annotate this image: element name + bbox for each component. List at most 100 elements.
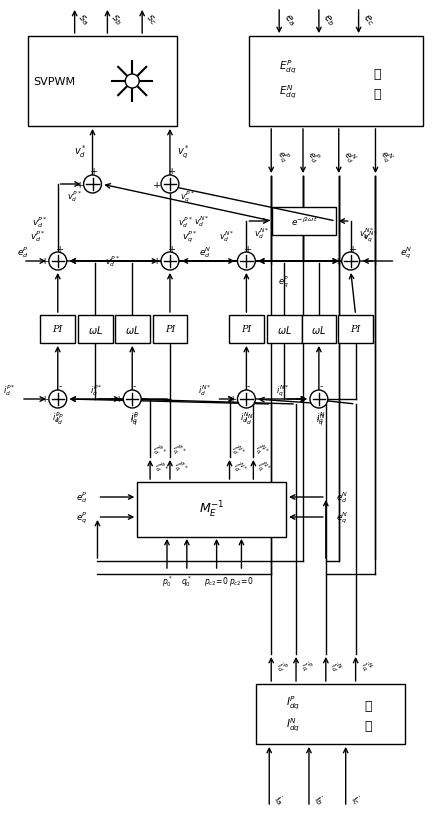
Text: $i_q^{P*}$: $i_q^{P*}$ (90, 382, 102, 398)
Text: $i_d^{P*}$: $i_d^{P*}$ (149, 441, 168, 459)
Text: +: + (348, 244, 357, 253)
Text: +: + (56, 244, 64, 253)
Text: +: + (41, 257, 49, 266)
Text: $s_a$: $s_a$ (75, 11, 92, 28)
Text: -: - (232, 257, 235, 266)
Circle shape (125, 75, 139, 89)
Bar (137, 482, 286, 536)
Text: $e_d^N$: $e_d^N$ (340, 147, 359, 166)
Text: $i_q^{P*}$: $i_q^{P*}$ (168, 441, 187, 460)
Text: PI: PI (351, 325, 361, 334)
Text: -: - (133, 382, 136, 391)
Text: +: + (41, 395, 49, 404)
Text: $e_d^N$: $e_d^N$ (336, 490, 348, 505)
Text: +: + (229, 395, 238, 404)
Bar (272, 208, 336, 236)
Text: +: + (115, 395, 123, 404)
Text: $q_0^*$: $q_0^*$ (181, 574, 192, 589)
Text: $e_q^P$: $e_q^P$ (277, 274, 289, 289)
Text: $v_d^{P*}$: $v_d^{P*}$ (67, 189, 82, 204)
Text: $e_d^N$: $e_d^N$ (199, 245, 212, 260)
Bar (153, 315, 187, 344)
Bar (256, 684, 405, 744)
Bar (28, 37, 177, 127)
Text: $e_d^P$: $e_d^P$ (304, 147, 323, 166)
Text: $e_a$: $e_a$ (280, 11, 298, 29)
Text: 测: 测 (374, 88, 381, 101)
Text: $e_c$: $e_c$ (360, 11, 377, 29)
Text: $i_q^{P*}$: $i_q^{P*}$ (170, 458, 190, 477)
Text: $e_q^P$: $e_q^P$ (273, 147, 292, 166)
Text: $p_{c2}\!=\!0$: $p_{c2}\!=\!0$ (204, 575, 229, 588)
Text: $v_q^{P*}$: $v_q^{P*}$ (182, 229, 198, 244)
Text: $s_c$: $s_c$ (143, 11, 159, 28)
Circle shape (84, 176, 101, 194)
Circle shape (310, 391, 328, 409)
Text: $i_d^N$: $i_d^N$ (327, 658, 344, 675)
Circle shape (123, 391, 141, 409)
Bar (41, 315, 75, 344)
Bar (229, 315, 264, 344)
Text: +: + (153, 257, 161, 266)
Text: $e_q^N$: $e_q^N$ (400, 245, 413, 260)
Text: $i_d^P$: $i_d^P$ (273, 658, 289, 675)
Bar (338, 315, 373, 344)
Circle shape (237, 391, 255, 409)
Text: $i_q^P$: $i_q^P$ (130, 412, 138, 428)
Text: $i_d^{P*}$: $i_d^{P*}$ (151, 458, 169, 477)
Text: $I_{dq}^{N}$: $I_{dq}^{N}$ (286, 716, 300, 733)
Text: +: + (90, 167, 99, 176)
Text: $\omega L$: $\omega L$ (277, 324, 292, 336)
Text: $v_d^{P*}$: $v_d^{P*}$ (32, 215, 48, 230)
Text: $v_q^*$: $v_q^*$ (177, 143, 190, 161)
Text: $e^{-j2\omega t}$: $e^{-j2\omega t}$ (291, 215, 318, 228)
Text: $i_d^{N*}$: $i_d^{N*}$ (228, 441, 247, 460)
Text: -: - (247, 382, 250, 391)
Text: $e_b$: $e_b$ (320, 11, 337, 29)
Text: $i_q^{N*}$: $i_q^{N*}$ (254, 458, 273, 477)
Text: $E_{dq}^{P}$: $E_{dq}^{P}$ (279, 58, 297, 75)
Text: PI: PI (241, 325, 252, 334)
Bar (115, 315, 149, 344)
Text: $e_q^N$: $e_q^N$ (336, 509, 348, 525)
Bar (302, 315, 336, 344)
Text: $v_d^{P*}$: $v_d^{P*}$ (105, 254, 120, 269)
Text: $p_0^*$: $p_0^*$ (161, 574, 172, 589)
Bar (249, 37, 422, 127)
Text: $v_d^{N*}$: $v_d^{N*}$ (194, 215, 209, 229)
Text: $i_c$: $i_c$ (348, 791, 363, 807)
Text: $v_q^{P*}$: $v_q^{P*}$ (180, 189, 195, 205)
Text: $i_q^{N*}$: $i_q^{N*}$ (276, 382, 289, 398)
Text: $i_q^P$: $i_q^P$ (298, 658, 314, 675)
Text: PI: PI (52, 325, 63, 334)
Text: $i_d^N$: $i_d^N$ (240, 410, 249, 425)
Text: $i_q^N$: $i_q^N$ (316, 412, 325, 428)
Text: +: + (244, 244, 253, 253)
Text: $e_q^N$: $e_q^N$ (377, 147, 396, 167)
Text: $e_d^P$: $e_d^P$ (17, 245, 29, 260)
Text: $E_{dq}^{N}$: $E_{dq}^{N}$ (279, 84, 297, 101)
Circle shape (49, 391, 67, 409)
Text: $v_q^{N*}$: $v_q^{N*}$ (359, 226, 374, 242)
Text: $v_d^{P*}$: $v_d^{P*}$ (30, 229, 46, 244)
Text: 锁: 锁 (365, 699, 372, 713)
Text: $s_b$: $s_b$ (108, 11, 125, 29)
Text: $i_q^N$: $i_q^N$ (357, 658, 374, 675)
Text: $i_d^{N*}$: $i_d^{N*}$ (198, 383, 212, 398)
Text: $i_q^N$: $i_q^N$ (316, 410, 325, 425)
Text: $v_d^*$: $v_d^*$ (74, 143, 87, 161)
Text: $i_q^P$: $i_q^P$ (130, 410, 138, 425)
Text: +: + (168, 244, 176, 253)
Text: $\omega L$: $\omega L$ (125, 324, 140, 336)
Text: $\omega L$: $\omega L$ (88, 324, 103, 336)
Bar (267, 315, 302, 344)
Text: $p_{c2}\!=\!0$: $p_{c2}\!=\!0$ (229, 575, 254, 588)
Text: $\omega L$: $\omega L$ (311, 324, 326, 336)
Text: $v_d^{P*}$: $v_d^{P*}$ (179, 215, 193, 230)
Text: +: + (153, 180, 161, 189)
Text: $M_E^{-1}$: $M_E^{-1}$ (199, 500, 224, 519)
Text: +: + (75, 180, 84, 189)
Circle shape (161, 253, 179, 270)
Text: $i_d^{P*}$: $i_d^{P*}$ (3, 383, 15, 398)
Text: $e_q^P$: $e_q^P$ (76, 509, 88, 525)
